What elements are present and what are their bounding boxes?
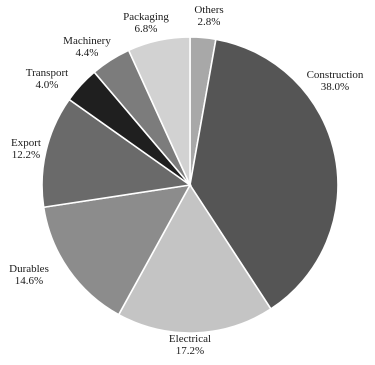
slice-value: 2.8% (198, 16, 221, 28)
pie-slice-packaging (127, 36, 191, 186)
pie-slice-export (41, 98, 193, 209)
slice-name: Transport (26, 67, 68, 79)
slice-label-transport: Transport 4.0% (26, 67, 68, 91)
slice-name: Export (11, 137, 41, 149)
pie-slices (41, 36, 339, 334)
slice-label-durables: Durables 14.6% (9, 263, 49, 287)
slice-label-export: Export 12.2% (11, 137, 41, 161)
slice-name: Packaging (123, 11, 169, 23)
slice-value: 4.4% (76, 47, 99, 59)
slice-name: Others (194, 4, 223, 16)
pie-slice-electrical (117, 183, 272, 334)
slice-label-electrical: Electrical 17.2% (169, 333, 211, 357)
slice-label-construction: Construction 38.0% (307, 69, 364, 93)
slice-name: Machinery (63, 35, 111, 47)
slice-label-packaging: Packaging 6.8% (123, 11, 169, 35)
slice-label-machinery: Machinery 4.4% (63, 35, 111, 59)
slice-value: 14.6% (15, 275, 43, 287)
pie-labels: Others 2.8% Construction 38.0% Electrical 17.… (9, 4, 364, 357)
slice-name: Electrical (169, 333, 211, 345)
slice-value: 12.2% (12, 149, 40, 161)
slice-name: Construction (307, 69, 364, 81)
slice-value: 38.0% (321, 81, 349, 93)
slice-value: 4.0% (36, 79, 59, 91)
slice-name: Durables (9, 263, 49, 275)
slice-value: 6.8% (135, 23, 158, 35)
pie-slice-durables (42, 183, 192, 316)
slice-label-others: Others 2.8% (194, 4, 223, 28)
slice-value: 17.2% (176, 345, 204, 357)
